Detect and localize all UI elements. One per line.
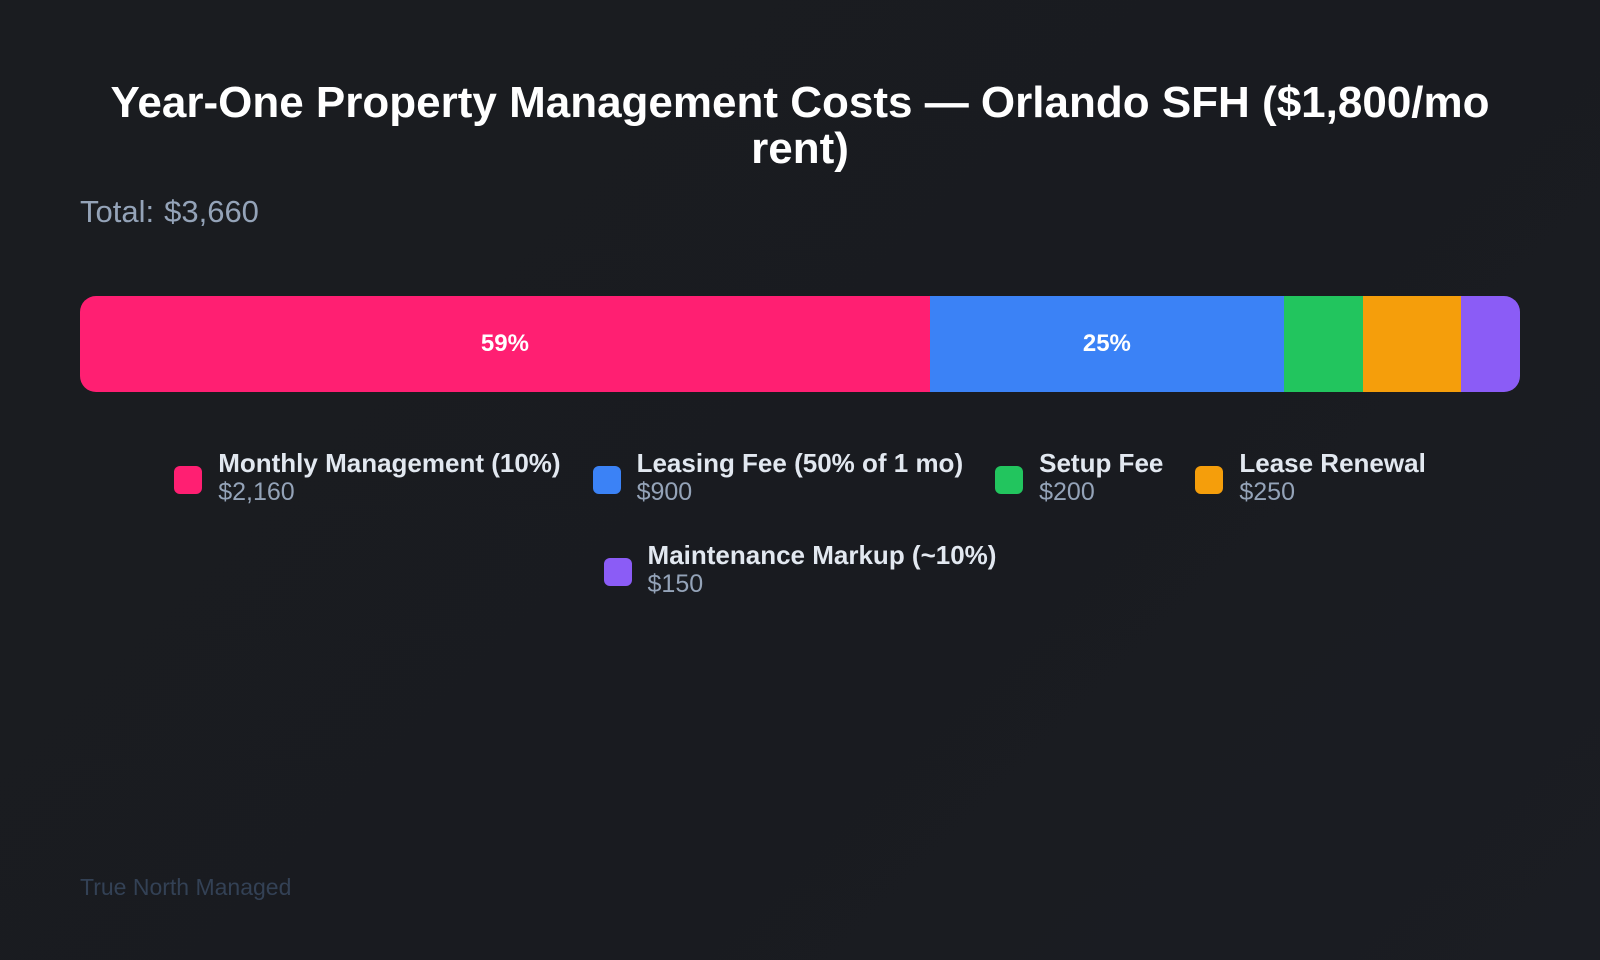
legend-value: $250 [1239, 478, 1295, 506]
footer-brand: True North Managed [80, 874, 292, 900]
segment-label: 59% [480, 330, 529, 357]
chart-title: Year-One Property Management Costs — Orl… [110, 78, 1490, 173]
bar-segment: 25% [929, 296, 1284, 392]
legend-item: Leasing Fee (50% of 1 mo) $900 [592, 448, 964, 506]
legend-label: Monthly Management (10%) [218, 448, 561, 478]
legend-value: $900 [636, 478, 693, 506]
legend-item: Lease Renewal $250 [1195, 448, 1426, 506]
legend-swatch [1195, 466, 1224, 494]
stacked-bar: 59% 25% [80, 296, 1520, 392]
legend-label: Setup Fee [1039, 448, 1164, 478]
legend-swatch [174, 466, 203, 494]
bar-segment [1362, 296, 1461, 392]
legend-item: Setup Fee $200 [995, 448, 1163, 506]
legend-label: Leasing Fee (50% of 1 mo) [636, 448, 964, 478]
legend-label: Lease Renewal [1239, 448, 1426, 478]
legend: Monthly Management (10%) $2,160 Leasing Fe… [80, 448, 1520, 598]
segment-label: 25% [1082, 330, 1131, 357]
legend-value: $200 [1039, 478, 1095, 506]
total: Total: $3,660 [80, 194, 259, 230]
legend-value: $2,160 [218, 478, 295, 506]
legend-label: Maintenance Markup (~10%) [647, 540, 997, 570]
legend-item: Maintenance Markup (~10%) $150 [603, 540, 997, 598]
legend-value: $150 [647, 570, 704, 598]
legend-item: Monthly Management (10%) $2,160 [174, 448, 561, 506]
bar-segment: 59% [80, 296, 930, 392]
bar-segment [1460, 296, 1520, 392]
bar-segment [1283, 296, 1363, 392]
total-label: Total: [80, 194, 155, 229]
legend-swatch [603, 558, 632, 586]
legend-swatch [592, 466, 621, 494]
total-value: $3,660 [164, 194, 259, 229]
legend-swatch [995, 466, 1024, 494]
